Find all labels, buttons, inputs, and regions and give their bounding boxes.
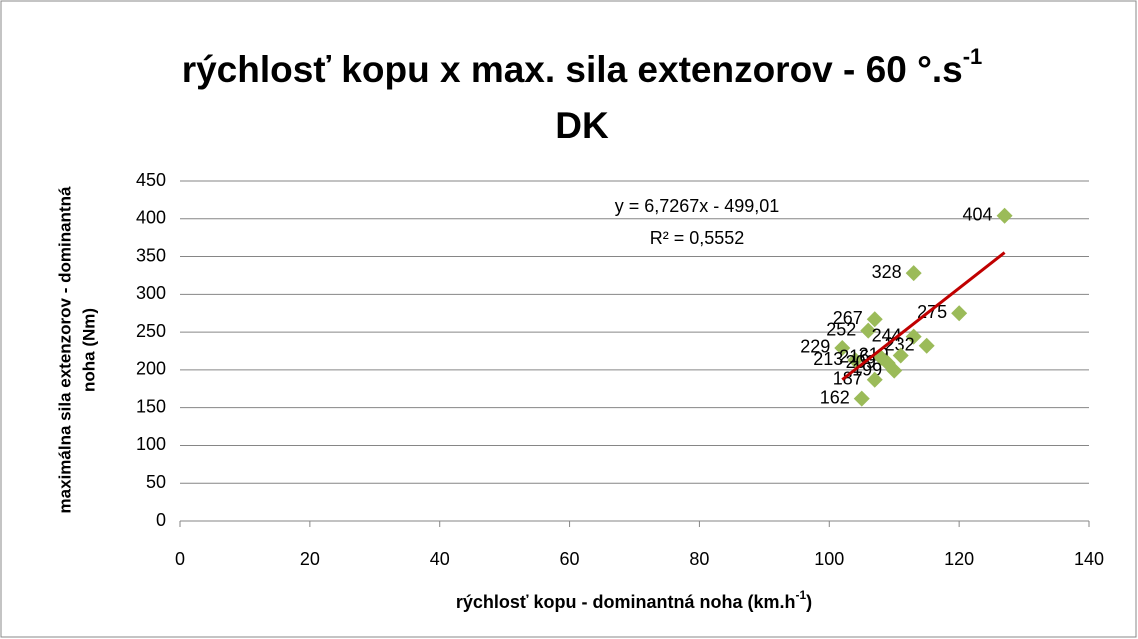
trendline (841, 251, 1006, 381)
trend-equation: y = 6,7267x - 499,01 (615, 196, 780, 216)
point (879, 355, 896, 372)
point (951, 305, 968, 322)
y-tick-label: 200 (136, 359, 166, 379)
point (918, 337, 935, 354)
y-label-line: maximálna sila extenzorov - dominantná (55, 186, 74, 513)
x-tick-label: 40 (430, 549, 450, 569)
y-axis-label: maximálna sila extenzorov - dominantná n… (55, 186, 98, 513)
y-tick-label: 350 (136, 245, 166, 265)
point (996, 207, 1013, 224)
data-label: 229 (800, 337, 830, 357)
x-label-end: ) (806, 592, 812, 612)
x-tick-label: 80 (689, 549, 709, 569)
title-text: rýchlosť kopu x max. sila extenzorov - 6… (182, 49, 963, 90)
y-tick-label: 300 (136, 283, 166, 303)
y-tick-label: 150 (136, 396, 166, 416)
point (860, 322, 877, 339)
data-label: 209 (846, 352, 876, 372)
x-tick-label: 140 (1074, 549, 1104, 569)
x-label-sup: -1 (795, 588, 806, 602)
y-tick-label: 50 (146, 472, 166, 492)
x-axis-label: rýchlosť kopu - dominantná noha (km.h-1) (456, 588, 812, 612)
y-tick-label: 100 (136, 434, 166, 454)
trend-r2: R² = 0,5552 (650, 228, 745, 248)
x-label-text: rýchlosť kopu - dominantná noha (km.h (456, 592, 796, 612)
x-tick-label: 20 (300, 549, 320, 569)
point (866, 371, 883, 388)
data-label: 404 (963, 205, 993, 225)
data-label: 216 (839, 347, 869, 367)
point (892, 347, 909, 364)
point (834, 339, 851, 356)
chart-title-line2: DK (555, 105, 609, 146)
point (905, 265, 922, 282)
data-label: 213 (813, 349, 843, 369)
x-tick-label: 100 (814, 549, 844, 569)
point (847, 352, 864, 369)
y-tick-label: 0 (156, 510, 166, 530)
x-tick-label: 0 (175, 549, 185, 569)
point (853, 390, 870, 407)
point (866, 311, 883, 328)
data-label: 328 (872, 262, 902, 282)
x-tick-label: 60 (560, 549, 580, 569)
y-tick-label: 400 (136, 208, 166, 228)
data-label: 267 (833, 308, 863, 328)
data-label: 162 (820, 387, 850, 407)
y-label-line: noha (Nm) (79, 308, 98, 392)
title-sup: -1 (963, 44, 983, 69)
y-tick-label: 450 (136, 170, 166, 190)
y-tick-label: 250 (136, 321, 166, 341)
data-label: 252 (826, 319, 856, 339)
point (905, 328, 922, 345)
chart-title: rýchlosť kopu x max. sila extenzorov - 6… (182, 44, 983, 90)
x-tick-label: 120 (944, 549, 974, 569)
data-label: 187 (833, 368, 863, 388)
